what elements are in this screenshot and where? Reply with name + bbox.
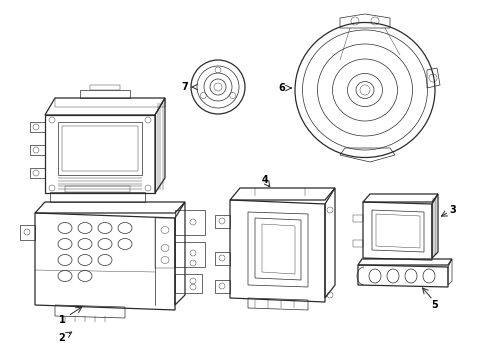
Text: 3: 3 bbox=[448, 205, 455, 215]
Text: 7: 7 bbox=[181, 82, 188, 92]
Text: 5: 5 bbox=[431, 300, 437, 310]
Text: 2: 2 bbox=[59, 333, 65, 343]
Text: 4: 4 bbox=[261, 175, 268, 185]
Text: 1: 1 bbox=[59, 315, 65, 325]
Text: 6: 6 bbox=[278, 83, 285, 93]
